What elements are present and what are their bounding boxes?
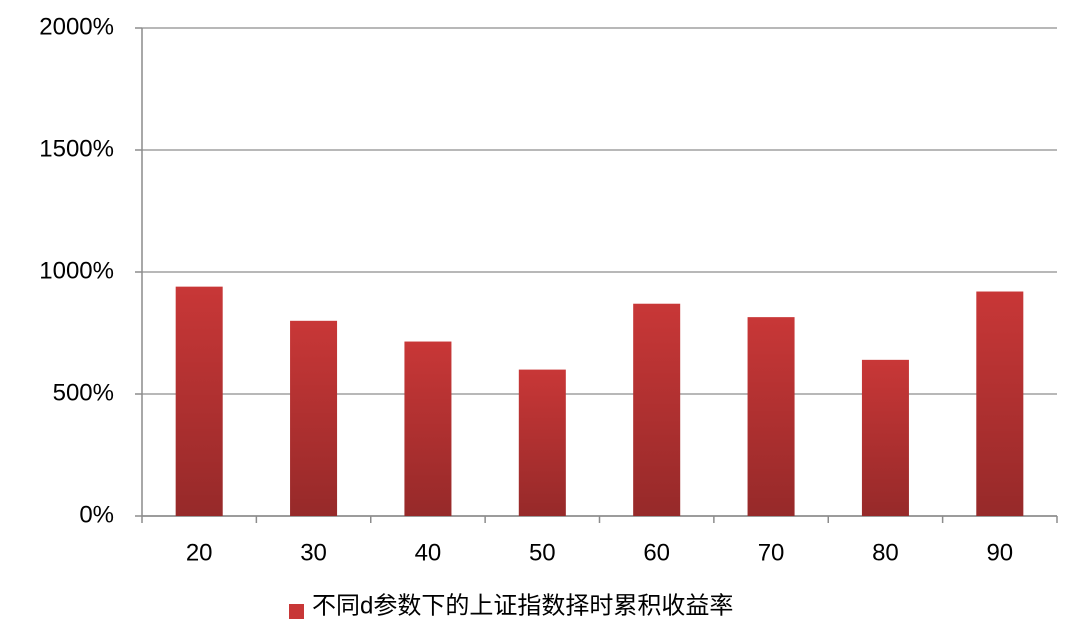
bar-shade [976,291,1024,516]
bar-shade [290,320,338,516]
y-tick-label: 1000% [39,257,114,284]
bar-shade [518,369,566,516]
bar-shade [861,359,909,516]
y-tick-label: 2000% [39,13,114,40]
x-tick-label: 30 [300,539,327,566]
legend-label: 不同d参数下的上证指数择时累积收益率 [312,592,733,619]
legend-swatch [289,604,304,619]
x-tick-label: 50 [529,539,556,566]
x-tick-label: 20 [186,539,213,566]
x-tick-label: 40 [415,539,442,566]
y-tick-label: 1500% [39,135,114,162]
bar-shade [747,317,795,516]
x-tick-label: 70 [758,539,785,566]
x-tick-label: 90 [986,539,1013,566]
bar-shade [175,286,223,516]
y-tick-label: 0% [79,501,114,528]
y-tick-label: 500% [53,379,114,406]
x-tick-label: 60 [643,539,670,566]
bar-shade [633,303,681,516]
bar-shade [404,341,452,516]
x-tick-label: 80 [872,539,899,566]
